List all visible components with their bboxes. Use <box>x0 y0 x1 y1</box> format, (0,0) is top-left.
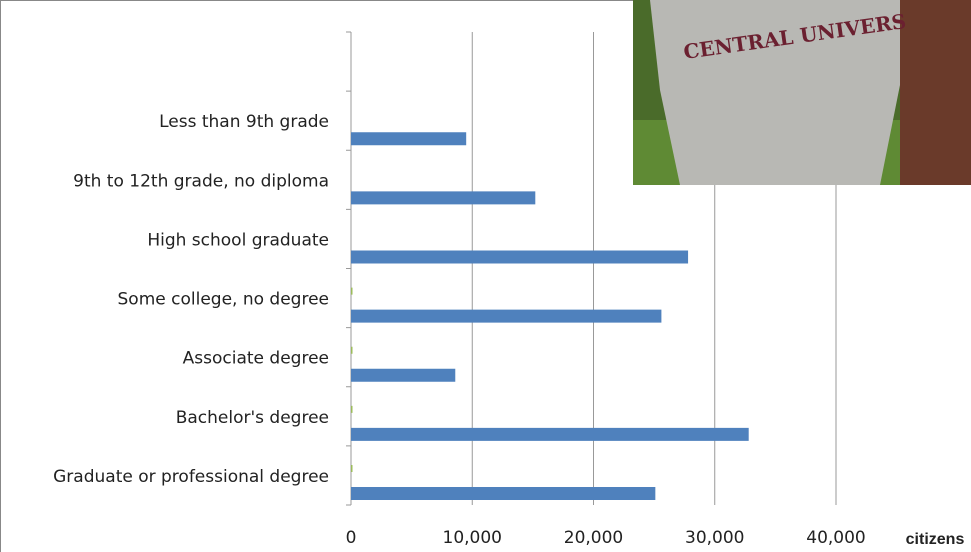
photo: CENTRAL UNIVERS <box>633 0 971 185</box>
photo-person <box>900 0 971 185</box>
bar <box>351 132 467 146</box>
y-tick-label: Associate degree <box>183 349 329 369</box>
bar <box>351 191 536 205</box>
x-tick-label: 30,000 <box>685 528 744 548</box>
bar <box>351 405 353 413</box>
x-axis-label: citizens <box>906 531 965 548</box>
bar <box>351 250 689 264</box>
y-tick-label: Graduate or professional degree <box>53 467 329 487</box>
y-tick-label: Less than 9th grade <box>159 112 329 132</box>
bar <box>351 368 456 382</box>
x-tick-label: 0 <box>346 528 357 548</box>
bar <box>351 487 656 500</box>
bar <box>351 309 662 323</box>
bar <box>351 465 353 472</box>
x-tick-label: 10,000 <box>443 528 502 548</box>
x-tick-label: 20,000 <box>564 528 623 548</box>
y-tick-label: High school graduate <box>147 230 329 250</box>
y-tick-label: Bachelor's degree <box>176 408 329 428</box>
y-tick-label: Some college, no degree <box>118 290 329 310</box>
bar <box>351 287 353 295</box>
bar <box>351 346 353 354</box>
y-tick-label: 9th to 12th grade, no diploma <box>73 171 329 191</box>
photo-shirt <box>650 0 905 185</box>
x-tick-label: 40,000 <box>806 528 865 548</box>
bar <box>351 427 749 441</box>
